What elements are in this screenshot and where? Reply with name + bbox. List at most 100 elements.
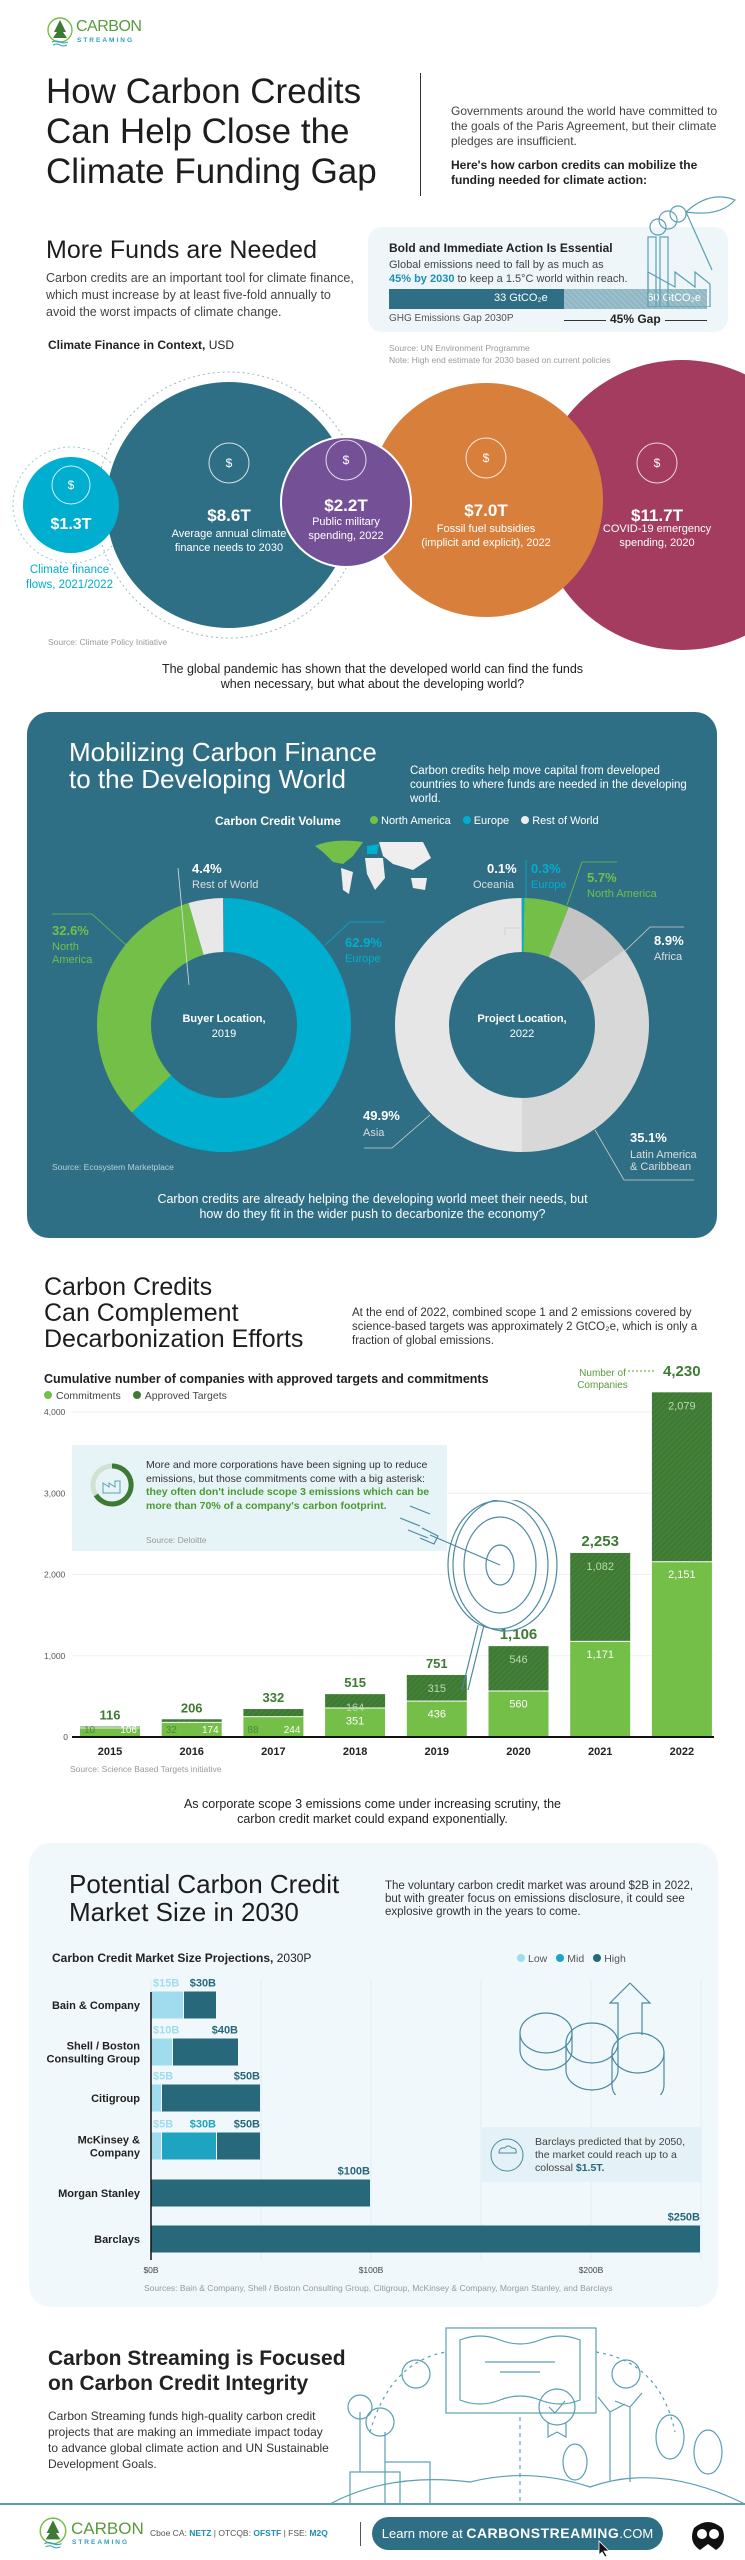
bar-commitments <box>325 1708 386 1737</box>
market-legend: Low Mid High <box>517 1953 626 1965</box>
bubble-label: (implicit and explicit), 2022 <box>421 537 551 549</box>
cursor-icon <box>598 2540 610 2558</box>
bar-value-label: $30B <box>190 1978 216 1990</box>
bar-approved-label: 164 <box>346 1702 364 1714</box>
category-label: Company <box>90 2148 141 2160</box>
cta-bold: CARBONSTREAMING <box>466 2525 620 2541</box>
category-label: Citigroup <box>91 2093 140 2105</box>
x-tick-label: 2017 <box>261 1746 285 1758</box>
legend-title: Carbon Credit Volume <box>215 814 341 828</box>
label-pct: 62.9% <box>345 935 382 950</box>
bubble-4 <box>537 360 745 650</box>
legend-item-approved: Approved Targets <box>132 1390 227 1402</box>
bubble-label-cyan: Climate finance flows, 2021/2022 <box>26 564 113 591</box>
title-line: Mobilizing Carbon Finance <box>69 737 377 767</box>
bar-approved <box>488 1646 549 1691</box>
bar-value-label: $5B <box>153 2071 173 2083</box>
bar-approved-label: 10 <box>84 1725 96 1736</box>
bubble-label: finance needs to 2030 <box>175 542 283 554</box>
bar-approved <box>570 1552 631 1641</box>
bar-approved-label: 315 <box>428 1683 446 1695</box>
legend-label: North America <box>381 815 451 827</box>
bar-value-label: $15B <box>153 1978 179 1990</box>
y-tick-label: 2,000 <box>44 1570 66 1580</box>
callout-plain: More and more corporations have been sig… <box>146 1459 428 1485</box>
section4-title: Potential Carbon Credit Market Size in 20… <box>69 1870 339 1926</box>
barclays-callout: Barclays predicted that by 2050, the mar… <box>481 2127 701 2182</box>
bar-total-label: 116 <box>100 1708 121 1723</box>
label-name: Latin America <box>630 1149 698 1161</box>
footer-title: Carbon Streaming is Focused on Carbon Cre… <box>48 2346 346 2396</box>
legend-item-high: High <box>593 1953 626 1965</box>
bar-approved <box>80 1726 140 1728</box>
bubble-label: spending, 2020 <box>619 537 694 549</box>
bar-commitments <box>488 1691 549 1737</box>
tank-icon-glyph: $ <box>343 453 350 467</box>
legend-label: Approved Targets <box>144 1390 227 1402</box>
donut-slice-latin-america-caribbean <box>522 949 649 1152</box>
x-tick-label: 2019 <box>425 1746 449 1758</box>
leader-line <box>177 867 190 986</box>
donut-year: 2022 <box>510 1028 534 1040</box>
legend-item-europe: Europe <box>462 815 509 827</box>
label-name: & Caribbean <box>630 1161 691 1173</box>
bar-low <box>151 2038 172 2066</box>
ticker-exchange: OTCQB: <box>218 2528 251 2538</box>
tank-icon <box>325 439 367 481</box>
leader-line <box>504 927 520 935</box>
gap-bar-current <box>389 289 564 309</box>
oil-pump-icon-glyph: $ <box>483 451 490 465</box>
box-source: Source: UN Environment Programme <box>389 343 530 353</box>
bubble-label: Average annual climate <box>172 528 287 540</box>
factory-illustration-icon <box>647 196 737 307</box>
box-title: Bold and Immediate Action Is Essential <box>389 241 613 255</box>
bar-approved-label: 546 <box>509 1654 527 1666</box>
title-line: Carbon Streaming is Focused <box>48 2347 346 2370</box>
donut-slice-europe <box>131 898 351 1153</box>
bar-commit-label: 351 <box>346 1715 364 1727</box>
donut-slice-north-america <box>97 903 204 1113</box>
y-tick-label: 0 <box>63 1732 68 1742</box>
legend-label: Rest of World <box>532 815 599 827</box>
bubble-value: $8.6T <box>207 506 251 525</box>
bubble-label: spending, 2022 <box>308 530 383 542</box>
bar-commit-label: 560 <box>509 1699 527 1711</box>
certificate-landscape-icon <box>330 2327 745 2504</box>
bubble-label: Fossil fuel subsidies <box>437 523 536 535</box>
y-tick-label: 1,000 <box>44 1651 66 1661</box>
bubble-value: $7.0T <box>464 501 508 520</box>
bar-commit-label: 436 <box>428 1709 446 1721</box>
label-name: Europe <box>531 879 566 891</box>
label-pct: 0.3% <box>531 861 561 876</box>
market-chart-title: Carbon Credit Market Size Projections, 2… <box>52 1951 311 1965</box>
ticker-exchange: Cboe CA: <box>150 2528 187 2538</box>
x-tick-label: 2018 <box>343 1746 367 1758</box>
pine-tree-icon <box>39 2517 67 2549</box>
virus-icon <box>636 442 678 484</box>
label-name: Africa <box>654 951 683 963</box>
footer-logo: CARBON STREAMING <box>38 2516 144 2550</box>
bar-approved-label: 1,082 <box>586 1561 614 1573</box>
leader-line <box>324 921 385 946</box>
bar-value-label: $50B <box>234 2071 260 2083</box>
donut-slice-asia <box>395 898 522 1152</box>
bubble-value: $2.2T <box>324 496 368 515</box>
bar-commit-label: 1,171 <box>586 1649 614 1661</box>
gap-value: 45% Gap <box>606 312 665 326</box>
bubble-3 <box>369 383 603 617</box>
footer-divider <box>0 2503 745 2505</box>
section3-intro: At the end of 2022, combined scope 1 and… <box>352 1307 698 1347</box>
learn-more-button[interactable]: Learn more at CARBONSTREAMING.COM <box>372 2517 663 2550</box>
bar-high <box>217 2132 260 2160</box>
section2-closing: Carbon credits are already helping the d… <box>157 1192 588 1221</box>
label-name: North <box>52 941 79 953</box>
bar-commitments <box>161 1722 222 1737</box>
logo-word-streaming: STREAMING <box>72 2539 129 2546</box>
carbon-credit-donuts: Buyer Location, 2019 Project Location, 2022… <box>52 860 698 1181</box>
logo-word-carbon: CARBON <box>76 18 142 35</box>
box-text-a: Global emissions need to fall by as much… <box>389 259 604 271</box>
virus-icon-glyph: $ <box>654 456 661 470</box>
bar-value-label: $5B <box>153 2119 173 2131</box>
logo: CARBON STREAMING <box>46 16 142 48</box>
